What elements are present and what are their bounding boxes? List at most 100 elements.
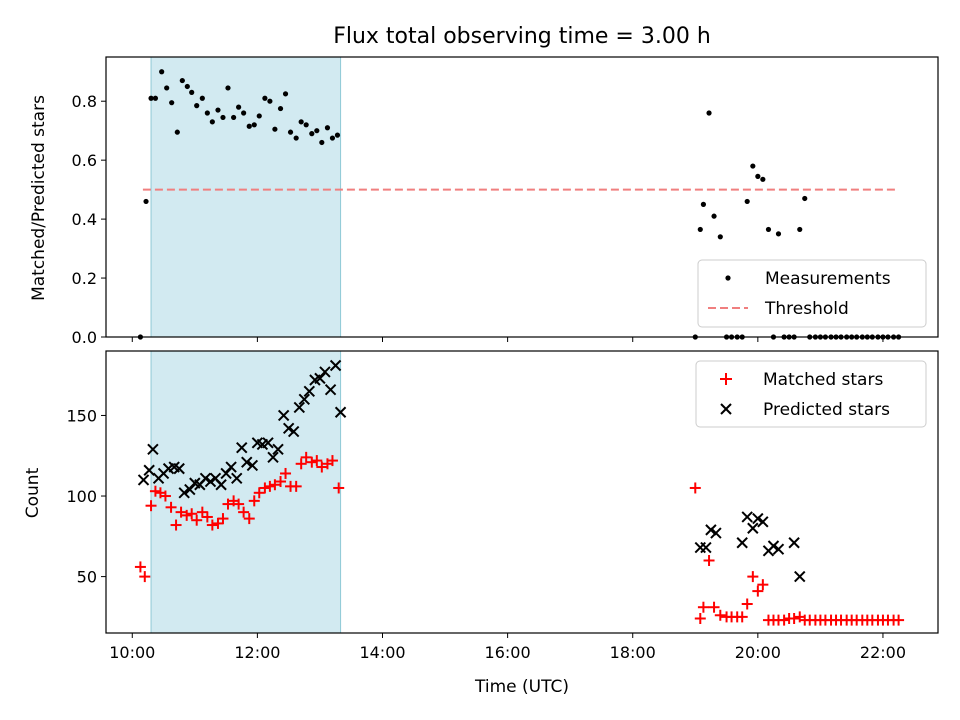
measurement-point: [697, 226, 703, 233]
measurement-point: [750, 163, 756, 169]
predicted-stars-point: [143, 464, 155, 476]
top-axes-frame: [105, 56, 939, 338]
predicted-stars-point: [241, 456, 253, 468]
matched-stars-point: [788, 612, 800, 624]
matched-stars-point: [741, 598, 753, 610]
matched-stars-point: [149, 485, 161, 497]
matched-stars-point: [186, 508, 198, 520]
predicted-stars-point: [173, 462, 185, 475]
matched-stars-point: [145, 500, 157, 512]
measurement-point: [143, 198, 149, 205]
predicted-stars-point: [293, 401, 306, 414]
x-tick-label: 16:00: [485, 643, 531, 662]
measurement-point: [246, 123, 252, 129]
measurement-point: [282, 91, 289, 97]
matched-stars-point: [196, 506, 208, 518]
predicted-stars-point: [752, 512, 764, 525]
measurement-point: [775, 231, 782, 237]
matched-stars-point: [752, 585, 764, 597]
matched-stars-point: [233, 498, 245, 510]
measurement-point: [241, 110, 247, 116]
measurement-point: [194, 103, 200, 109]
matched-stars-point: [275, 476, 287, 488]
legend-matched-marker: [720, 373, 732, 385]
measurement-point: [755, 173, 761, 179]
bottom-y-tick-label: 150: [66, 406, 97, 425]
measurement-point: [209, 119, 215, 125]
matched-stars-point: [217, 513, 229, 525]
measurement-point: [700, 201, 707, 207]
bottom-plot-area: 10:00 12:00 14:00 16:00 18:00 20:00 22:00 50 100…: [66, 350, 939, 662]
top-y-axis-label: Matched/Predicted stars: [29, 95, 49, 301]
matched-stars-point: [280, 467, 292, 479]
matched-stars-point: [306, 456, 318, 468]
matched-stars-point: [191, 514, 203, 526]
predicted-stars-point: [282, 422, 295, 435]
predicted-stars-point: [231, 472, 243, 485]
top-y-tick-label: 0.8: [72, 92, 97, 111]
bottom-y-tick-label: 50: [77, 568, 97, 587]
top-legend-box: [697, 259, 927, 328]
measurement-point: [169, 100, 175, 106]
matched-stars-point: [269, 479, 281, 491]
predicted-stars-point: [303, 385, 316, 397]
matched-stars-point: [714, 609, 726, 621]
matched-stars-point: [222, 498, 234, 510]
predicted-stars-point: [700, 541, 712, 554]
bottom-axes-frame: [105, 350, 939, 634]
matched-stars-point: [295, 458, 307, 470]
measurement-point: [231, 114, 237, 121]
chart-title: Flux total observing time = 3.00 h: [333, 24, 711, 49]
measurement-point: [298, 119, 304, 125]
measurement-point: [309, 131, 315, 137]
bottom-legend: Matched stars Predicted stars: [695, 360, 927, 428]
predicted-stars-point: [287, 425, 300, 438]
legend-threshold-label: Threshold: [764, 299, 849, 319]
bottom-y-tick-label: 100: [66, 487, 97, 506]
matched-stars-point: [212, 517, 224, 529]
predicted-stars-point: [267, 451, 279, 464]
measurement-point: [760, 176, 766, 182]
measurement-point: [717, 234, 723, 240]
top-legend: Measurements Threshold: [697, 259, 927, 328]
measurement-point: [256, 113, 262, 119]
predicted-stars-point: [277, 409, 290, 422]
x-tick-label: 18:00: [610, 643, 656, 662]
legend-predicted-marker: [720, 403, 732, 415]
matched-stars-point: [134, 561, 146, 573]
measurement-point: [164, 85, 170, 91]
matched-stars-point: [736, 611, 748, 623]
top-plot-area: 0.0 0.2 0.4 0.6 0.8: [72, 56, 939, 347]
measurement-point: [797, 226, 803, 233]
matched-stars-point: [708, 601, 720, 613]
measurement-point: [148, 95, 154, 101]
matched-stars-point: [238, 506, 250, 518]
matched-stars-point: [159, 490, 171, 502]
predicted-stars-point: [220, 467, 232, 480]
measurement-point: [314, 128, 320, 134]
legend-predicted-label: Predicted stars: [763, 400, 890, 420]
matched-stars-point: [703, 554, 715, 566]
top-shaded-span: [150, 56, 342, 338]
matched-stars-point: [170, 519, 182, 531]
predicted-stars-point: [767, 540, 780, 552]
measurement-point: [204, 110, 210, 116]
measurement-point: [251, 122, 257, 128]
matched-stars-point: [181, 509, 193, 521]
x-tick-label: 14:00: [359, 643, 405, 662]
predicted-stars-point: [741, 511, 753, 523]
predicted-stars-point: [215, 479, 227, 491]
predicted-stars-point: [137, 474, 150, 486]
measurement-point: [267, 98, 273, 104]
predicted-stars-point: [319, 366, 331, 378]
predicted-stars-point: [262, 437, 274, 449]
matched-stars-point: [264, 480, 276, 492]
matched-stars-point: [326, 455, 338, 467]
matched-stars-point: [259, 482, 271, 494]
predicted-stars-point: [272, 443, 284, 456]
bottom-panel: 10:00 12:00 14:00 16:00 18:00 20:00 22:00 50 100…: [23, 350, 939, 697]
matched-stars-point: [206, 519, 218, 531]
predicted-stars-point: [747, 522, 759, 534]
predicted-stars-point: [314, 372, 326, 385]
